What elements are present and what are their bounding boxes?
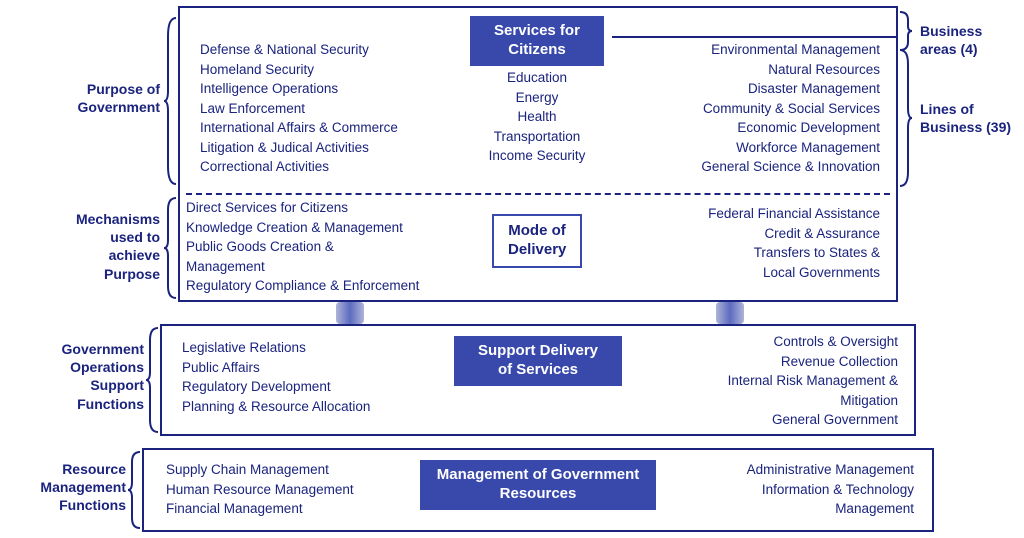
- layer2-col-left: Direct Services for CitizensKnowledge Cr…: [186, 198, 456, 296]
- layer1-col-right: Environmental ManagementNatural Resource…: [620, 40, 880, 177]
- label-mechanisms: Mechanismsused toachievePurpose: [52, 210, 160, 283]
- brace-operations: [144, 326, 160, 434]
- brace-resource: [126, 450, 142, 530]
- top-right-rule: [612, 36, 898, 38]
- label-business-areas: Businessareas (4): [920, 22, 1020, 58]
- pillar-left: [336, 302, 364, 324]
- brace-purpose: [162, 16, 178, 186]
- layer3-col-right: Controls & OversightRevenue CollectionIn…: [670, 332, 898, 430]
- services-for-citizens-title: Services forCitizens: [470, 16, 604, 66]
- support-delivery-title: Support Deliveryof Services: [454, 336, 622, 386]
- management-resources-title: Management of GovernmentResources: [420, 460, 656, 510]
- label-lines-of-business: Lines ofBusiness (39): [920, 100, 1024, 136]
- brace-lines-of-business: [898, 48, 914, 188]
- layer4-col-left: Supply Chain ManagementHuman Resource Ma…: [166, 460, 406, 519]
- brace-business-areas: [898, 10, 914, 52]
- pillar-right: [716, 302, 744, 324]
- layer1-col-left: Defense & National SecurityHomeland Secu…: [200, 40, 450, 177]
- layer4-col-right: Administrative ManagementInformation & T…: [700, 460, 914, 519]
- label-operations: GovernmentOperationsSupportFunctions: [40, 340, 144, 413]
- layer2-col-right: Federal Financial AssistanceCredit & Ass…: [660, 204, 880, 282]
- dashed-divider: [186, 193, 890, 195]
- label-resource: ResourceManagementFunctions: [22, 460, 126, 515]
- label-purpose: Purpose ofGovernment: [52, 80, 160, 116]
- brace-mechanisms: [162, 196, 178, 300]
- mode-of-delivery-title: Mode ofDelivery: [492, 214, 582, 268]
- layer3-col-left: Legislative RelationsPublic AffairsRegul…: [182, 338, 432, 416]
- layer1-col-center: EducationEnergyHealthTransportationIncom…: [476, 68, 598, 166]
